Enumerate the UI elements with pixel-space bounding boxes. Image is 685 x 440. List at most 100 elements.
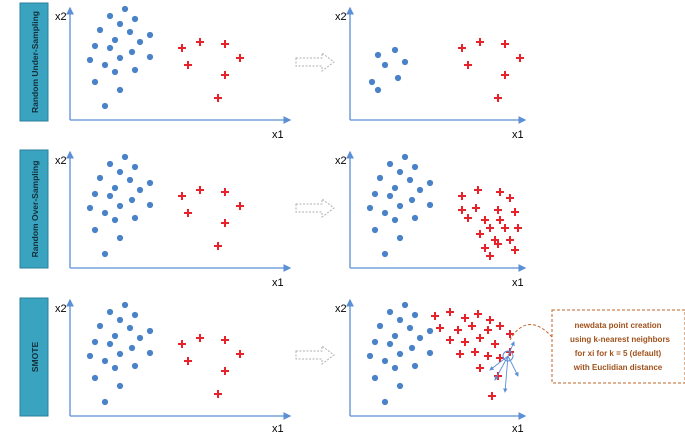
majority-point bbox=[374, 51, 382, 59]
majority-point bbox=[131, 66, 139, 74]
majority-point bbox=[408, 344, 416, 352]
majority-point bbox=[371, 338, 379, 346]
majority-point bbox=[381, 398, 389, 406]
scatter-axes-5: x2 x1 bbox=[55, 298, 292, 435]
minority-point bbox=[464, 214, 472, 222]
smote-callout: newdata point creation using k-nearest n… bbox=[509, 309, 685, 384]
majority-point bbox=[136, 38, 144, 46]
majority-point bbox=[426, 201, 434, 209]
majority-point bbox=[376, 322, 384, 330]
majority-point bbox=[128, 48, 136, 56]
row-label-smote: SMOTE bbox=[19, 297, 49, 417]
row-label-text: Random Under-Sampling bbox=[30, 11, 40, 113]
y-axis-label: x2 bbox=[55, 11, 67, 23]
majority-points-undersampled bbox=[368, 46, 409, 94]
majority-point bbox=[411, 362, 419, 370]
minority-point bbox=[488, 392, 496, 400]
majority-point bbox=[416, 334, 424, 342]
majority-point bbox=[146, 349, 154, 357]
majority-point bbox=[411, 214, 419, 222]
majority-point bbox=[408, 196, 416, 204]
minority-point bbox=[484, 352, 492, 360]
majority-point bbox=[91, 338, 99, 346]
majority-point bbox=[86, 352, 94, 360]
minority-point bbox=[506, 194, 514, 202]
x-axis-label: x1 bbox=[272, 129, 284, 141]
majority-point bbox=[116, 316, 124, 324]
majority-points-original-3 bbox=[86, 301, 154, 406]
minority-point bbox=[481, 244, 489, 252]
minority-point bbox=[476, 364, 484, 372]
minority-points-oversampled bbox=[458, 186, 522, 260]
smote-neighbor-lines bbox=[489, 341, 519, 393]
majority-point bbox=[401, 301, 409, 309]
minority-point bbox=[511, 246, 519, 254]
majority-point bbox=[411, 311, 419, 319]
majority-point bbox=[91, 226, 99, 234]
minority-point bbox=[196, 334, 204, 342]
majority-point bbox=[131, 311, 139, 319]
minority-point bbox=[476, 38, 484, 46]
row-label-under-sampling: Random Under-Sampling bbox=[19, 2, 49, 122]
neighbor-link bbox=[503, 355, 509, 393]
minority-point bbox=[468, 322, 476, 330]
minority-point bbox=[472, 204, 480, 212]
majority-point bbox=[101, 357, 109, 365]
majority-point bbox=[426, 327, 434, 335]
majority-point bbox=[426, 179, 434, 187]
majority-point bbox=[368, 78, 376, 86]
minority-point bbox=[221, 71, 229, 79]
majority-point bbox=[128, 344, 136, 352]
transform-arrow-3 bbox=[295, 345, 335, 365]
neighbor-link bbox=[507, 355, 519, 377]
minority-point bbox=[178, 340, 186, 348]
minority-point bbox=[481, 216, 489, 224]
majority-point bbox=[386, 340, 394, 348]
majority-point bbox=[86, 204, 94, 212]
majority-point bbox=[111, 36, 119, 44]
majority-point bbox=[401, 58, 409, 66]
minority-point bbox=[178, 44, 186, 52]
scatter-axes-1: x2 x1 bbox=[55, 6, 292, 141]
majority-point bbox=[101, 102, 109, 110]
majority-point bbox=[366, 352, 374, 360]
majority-points-original-1 bbox=[86, 5, 154, 110]
majority-point bbox=[131, 15, 139, 23]
majority-point bbox=[396, 316, 404, 324]
majority-point bbox=[111, 332, 119, 340]
minority-point bbox=[214, 242, 222, 250]
majority-point bbox=[106, 308, 114, 316]
minority-point bbox=[464, 61, 472, 69]
x-axis-label: x1 bbox=[272, 277, 284, 289]
majority-point bbox=[411, 163, 419, 171]
transform-arrow-2 bbox=[295, 198, 335, 218]
majority-point bbox=[106, 12, 114, 20]
majority-point bbox=[121, 301, 129, 309]
minority-point bbox=[196, 186, 204, 194]
minority-point bbox=[496, 354, 504, 362]
minority-point bbox=[496, 188, 504, 196]
majority-point bbox=[386, 308, 394, 316]
majority-point bbox=[126, 324, 134, 332]
majority-point bbox=[396, 382, 404, 390]
majority-point bbox=[386, 192, 394, 200]
majority-point bbox=[381, 209, 389, 217]
scatter-axes-6: x2 x1 bbox=[335, 298, 527, 435]
majority-point bbox=[106, 160, 114, 168]
minority-point bbox=[484, 326, 492, 334]
majority-point bbox=[116, 350, 124, 358]
majority-point bbox=[146, 179, 154, 187]
minority-points-smote bbox=[431, 308, 514, 400]
x-axis-label: x1 bbox=[272, 423, 284, 435]
majority-point bbox=[376, 174, 384, 182]
majority-point bbox=[136, 334, 144, 342]
majority-point bbox=[111, 68, 119, 76]
minority-point bbox=[501, 40, 509, 48]
minority-point bbox=[431, 312, 439, 320]
majority-point bbox=[91, 374, 99, 382]
minority-point bbox=[514, 224, 522, 232]
minority-point bbox=[494, 94, 502, 102]
majority-points-kept-3 bbox=[366, 301, 434, 406]
y-axis-label: x2 bbox=[335, 155, 347, 167]
majority-point bbox=[146, 31, 154, 39]
